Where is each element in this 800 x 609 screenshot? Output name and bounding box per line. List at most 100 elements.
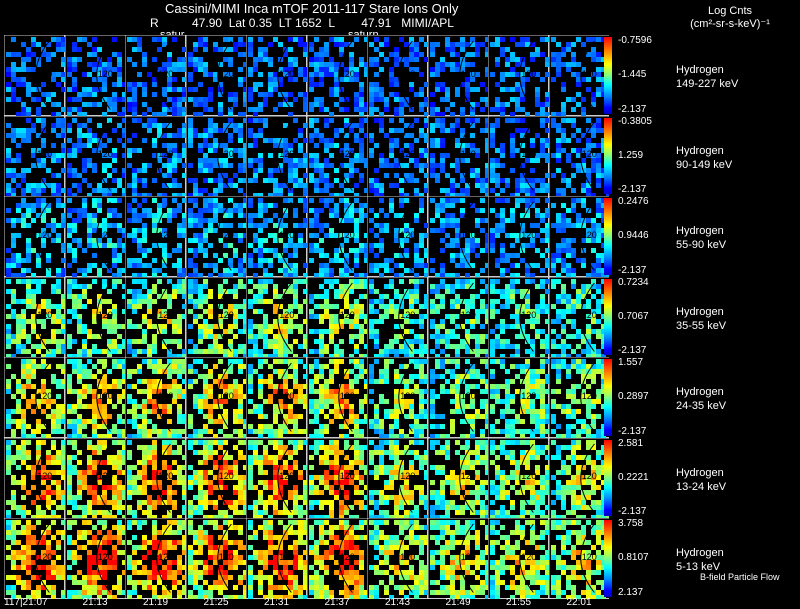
pixel (293, 167, 298, 173)
pixel (303, 263, 307, 268)
pixel (318, 172, 324, 178)
pixel (187, 117, 193, 123)
pixel (374, 187, 379, 193)
pixel (177, 369, 182, 374)
pixel (600, 293, 606, 299)
pixel (192, 198, 198, 203)
pixel (394, 263, 399, 268)
pixel (26, 333, 31, 339)
pixel (595, 87, 601, 92)
pixel (399, 37, 404, 42)
pixel (91, 394, 97, 399)
pixel (81, 323, 87, 329)
pixel (414, 419, 419, 424)
pixel (36, 389, 41, 394)
pixel (106, 343, 112, 349)
pixel (31, 434, 36, 438)
pixel (237, 303, 243, 309)
pixel (76, 37, 82, 42)
pixel (394, 137, 399, 143)
pixel (137, 278, 142, 284)
pixel (510, 152, 515, 158)
pixel (303, 52, 307, 57)
pixel (127, 338, 132, 344)
pixel (399, 238, 404, 243)
pixel (515, 318, 520, 324)
pixel (101, 323, 107, 329)
pixel (343, 303, 349, 309)
pixel (11, 177, 16, 183)
pixel (232, 429, 238, 434)
angle-label: 120 (97, 390, 113, 401)
pixel (348, 409, 354, 414)
pixel (353, 434, 359, 438)
pixel (570, 198, 576, 203)
pixel (106, 62, 112, 67)
pixel (490, 248, 495, 253)
pixel (550, 77, 556, 82)
pixel (525, 157, 530, 163)
pixel (575, 127, 581, 133)
pixel (459, 198, 465, 203)
pixel (21, 313, 26, 319)
pixel (106, 384, 112, 389)
pixel (353, 258, 359, 263)
pixel (389, 162, 394, 168)
pixel (268, 399, 273, 404)
pixel (26, 182, 31, 188)
pixel (31, 369, 36, 374)
pixel (248, 47, 253, 52)
pixel (177, 223, 182, 228)
pixel (288, 308, 293, 314)
pixel (16, 379, 21, 384)
pixel (121, 293, 125, 299)
pixel (545, 172, 549, 178)
pixel (560, 82, 566, 87)
pixel (258, 328, 263, 334)
pixel (353, 208, 359, 213)
pixel (121, 192, 125, 196)
pixel (46, 182, 51, 188)
pixel (187, 323, 193, 329)
pixel (358, 107, 364, 112)
pixel (570, 268, 576, 273)
pixel (116, 348, 122, 354)
pixel (248, 72, 253, 77)
pixel (348, 233, 354, 238)
pixel (333, 359, 339, 364)
pixel (16, 218, 21, 223)
pixel (585, 182, 591, 188)
pixel (222, 122, 228, 128)
pixel (429, 137, 435, 143)
pixel (343, 77, 349, 82)
angle-label: 120 (218, 68, 234, 79)
pixel (127, 394, 132, 399)
pixel (540, 379, 545, 384)
pixel (469, 132, 475, 138)
pixel (258, 157, 263, 163)
pixel (288, 359, 293, 364)
pixel (449, 127, 455, 133)
pixel (66, 419, 72, 424)
pixel (490, 278, 495, 284)
saturn-limb-curve (156, 362, 171, 432)
pixel (399, 213, 404, 218)
pixel (248, 424, 253, 429)
pixel (333, 348, 339, 354)
pixel (333, 323, 339, 329)
pixel (258, 37, 263, 42)
pixel (273, 409, 278, 414)
pixel (323, 348, 329, 354)
pixel (263, 248, 268, 253)
pixel (217, 127, 223, 133)
pixel (308, 389, 314, 394)
pixel (101, 359, 107, 364)
pixel (459, 258, 465, 263)
pixel (202, 278, 208, 284)
pixel (379, 273, 384, 277)
pixel (56, 313, 61, 319)
pixel (454, 67, 460, 72)
pixel (61, 384, 65, 389)
pixel (313, 379, 319, 384)
pixel (419, 369, 424, 374)
